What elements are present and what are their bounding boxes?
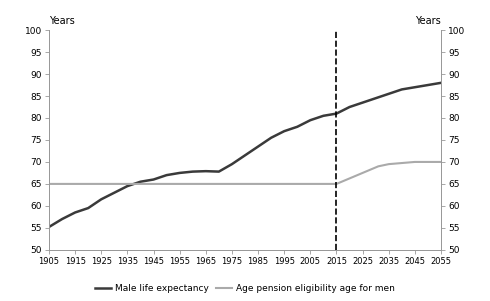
Male life expectancy	[203, 169, 209, 173]
Male life expectancy	[373, 96, 379, 100]
Male life expectancy	[412, 85, 418, 89]
Text: Years: Years	[415, 16, 441, 26]
Male life expectancy	[59, 217, 65, 221]
Age pension eligibility age for men	[360, 171, 366, 175]
Age pension eligibility age for men	[46, 182, 52, 186]
Male life expectancy	[190, 170, 196, 173]
Male life expectancy	[294, 125, 300, 129]
Age pension eligibility age for men	[344, 178, 350, 181]
Male life expectancy	[216, 170, 222, 173]
Text: Years: Years	[49, 16, 75, 26]
Male life expectancy	[320, 114, 326, 118]
Age pension eligibility age for men	[375, 165, 381, 168]
Line: Male life expectancy: Male life expectancy	[49, 83, 441, 227]
Age pension eligibility age for men	[354, 173, 360, 177]
Age pension eligibility age for men	[386, 162, 392, 166]
Age pension eligibility age for men	[365, 169, 371, 172]
Male life expectancy	[124, 184, 130, 188]
Male life expectancy	[307, 118, 313, 122]
Male life expectancy	[438, 81, 444, 85]
Male life expectancy	[360, 101, 366, 104]
Male life expectancy	[98, 197, 104, 201]
Age pension eligibility age for men	[349, 175, 355, 179]
Male life expectancy	[346, 105, 352, 109]
Male life expectancy	[242, 154, 248, 157]
Male life expectancy	[164, 173, 170, 177]
Male life expectancy	[72, 211, 78, 214]
Male life expectancy	[281, 129, 287, 133]
Male life expectancy	[334, 112, 340, 115]
Age pension eligibility age for men	[370, 167, 376, 170]
Age pension eligibility age for men	[334, 182, 340, 186]
Legend: Male life expectancy, Age pension eligibility age for men: Male life expectancy, Age pension eligib…	[92, 280, 398, 296]
Age pension eligibility age for men	[339, 180, 344, 184]
Age pension eligibility age for men	[331, 182, 337, 186]
Male life expectancy	[177, 171, 183, 175]
Line: Age pension eligibility age for men: Age pension eligibility age for men	[49, 162, 441, 184]
Male life expectancy	[111, 191, 117, 194]
Male life expectancy	[46, 225, 52, 229]
Male life expectancy	[150, 178, 156, 181]
Male life expectancy	[268, 136, 274, 140]
Age pension eligibility age for men	[438, 160, 444, 164]
Male life expectancy	[229, 162, 235, 166]
Male life expectancy	[85, 206, 91, 210]
Male life expectancy	[399, 88, 405, 91]
Age pension eligibility age for men	[412, 160, 418, 164]
Male life expectancy	[386, 92, 392, 96]
Male life expectancy	[425, 83, 431, 87]
Male life expectancy	[255, 145, 261, 148]
Male life expectancy	[138, 180, 144, 184]
